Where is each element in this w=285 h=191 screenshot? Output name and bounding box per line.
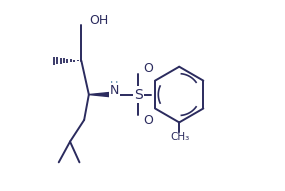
Text: N: N xyxy=(109,84,119,97)
Text: S: S xyxy=(134,87,142,102)
Text: O: O xyxy=(143,114,153,127)
Polygon shape xyxy=(89,92,115,97)
Text: CH₃: CH₃ xyxy=(170,133,190,142)
Text: H: H xyxy=(110,81,119,91)
Text: O: O xyxy=(143,62,153,75)
Text: OH: OH xyxy=(89,14,108,27)
